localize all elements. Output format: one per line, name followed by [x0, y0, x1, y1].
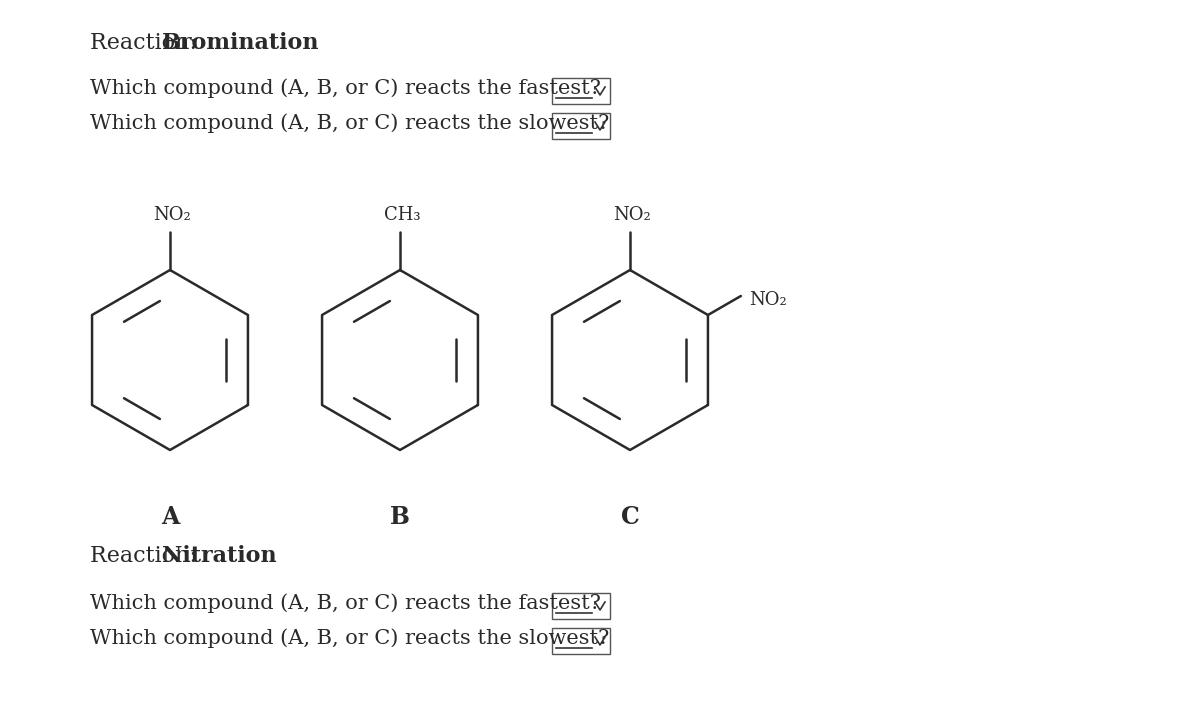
Text: Nitration: Nitration: [162, 545, 277, 567]
Text: A: A: [161, 505, 179, 529]
Text: Which compound (A, B, or C) reacts the fastest?: Which compound (A, B, or C) reacts the f…: [90, 78, 601, 98]
Text: Reaction:: Reaction:: [90, 32, 204, 54]
Text: C: C: [620, 505, 640, 529]
Bar: [552, 113, 610, 139]
Text: Which compound (A, B, or C) reacts the fastest?: Which compound (A, B, or C) reacts the f…: [90, 593, 601, 613]
Bar: [552, 628, 610, 654]
Bar: [552, 593, 610, 619]
Bar: [552, 78, 610, 104]
Text: CH₃: CH₃: [384, 206, 420, 224]
Text: NO₂: NO₂: [613, 206, 650, 224]
Text: Which compound (A, B, or C) reacts the slowest?: Which compound (A, B, or C) reacts the s…: [90, 628, 610, 648]
Text: Reaction:: Reaction:: [90, 545, 204, 567]
Text: Bromination: Bromination: [162, 32, 319, 54]
Text: Which compound (A, B, or C) reacts the slowest?: Which compound (A, B, or C) reacts the s…: [90, 113, 610, 132]
Text: B: B: [390, 505, 410, 529]
Text: NO₂: NO₂: [154, 206, 191, 224]
Text: NO₂: NO₂: [749, 291, 787, 309]
